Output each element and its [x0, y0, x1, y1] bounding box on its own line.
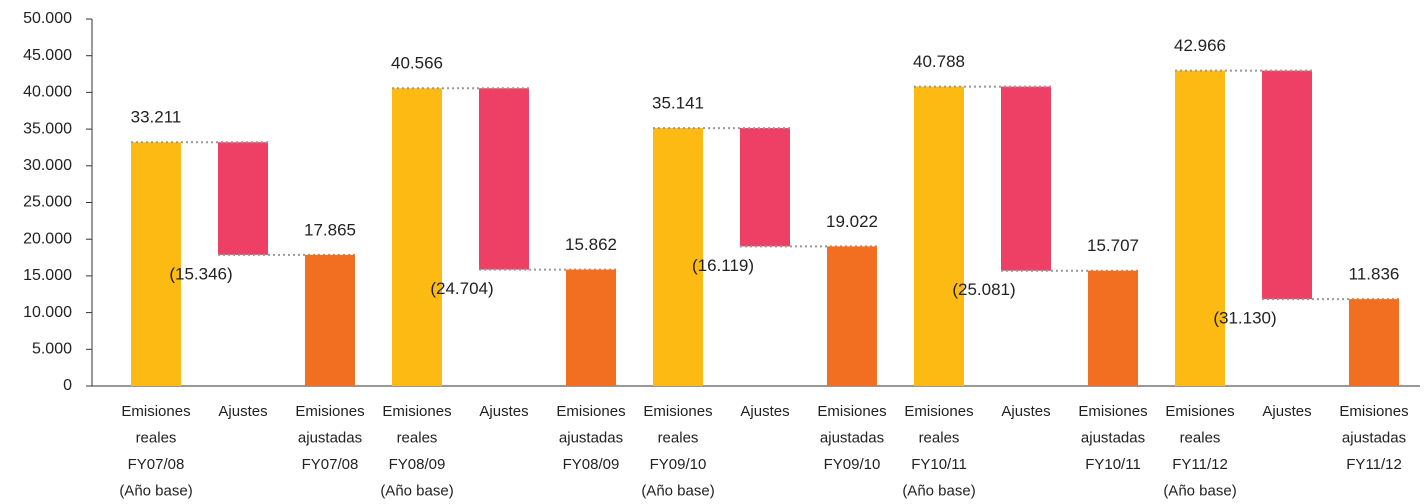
value-label: (15.346) [169, 264, 232, 283]
x-tick-label: FY08/09 [563, 456, 620, 473]
bar [566, 269, 616, 386]
x-tick-label: Emisiones [295, 403, 364, 420]
value-label: 17.865 [304, 220, 356, 239]
x-tick-label: (Año base) [902, 482, 975, 499]
x-tick-label: reales [1180, 429, 1221, 446]
x-tick-label: FY11/12 [1346, 456, 1402, 473]
y-tick-label: 10.000 [23, 304, 72, 321]
value-label: (25.081) [952, 280, 1015, 299]
x-tick-label: FY07/08 [302, 456, 359, 473]
x-tick-label: Emisiones [1078, 403, 1147, 420]
x-tick-label: ajustadas [298, 429, 362, 446]
x-tick-label: Ajustes [1001, 403, 1050, 420]
value-label: 40.788 [913, 52, 965, 71]
y-tick-label: 20.000 [23, 230, 72, 247]
bar [1349, 299, 1399, 386]
x-tick-label: (Año base) [119, 482, 192, 499]
x-tick-label: ajustadas [1081, 429, 1145, 446]
y-tick-label: 15.000 [23, 267, 72, 284]
value-label: 42.966 [1174, 36, 1226, 55]
x-tick-label: Emisiones [643, 403, 712, 420]
x-tick-label: FY09/10 [650, 456, 707, 473]
value-label: 15.707 [1087, 236, 1139, 255]
x-tick-label: FY10/11 [1085, 456, 1141, 473]
bar [479, 88, 529, 270]
x-tick-label: (Año base) [380, 482, 453, 499]
y-tick-label: 35.000 [23, 120, 72, 137]
y-tick-label: 40.000 [23, 84, 72, 101]
bar [740, 128, 790, 247]
value-label: (24.704) [430, 279, 493, 298]
x-tick-label: ajustadas [820, 429, 884, 446]
value-label: 35.141 [652, 94, 704, 113]
x-tick-label: FY11/12 [1172, 456, 1228, 473]
y-tick-label: 50.000 [23, 10, 72, 27]
x-tick-label: FY10/11 [911, 456, 967, 473]
x-tick-label: Emisiones [1339, 403, 1408, 420]
x-tick-label: reales [397, 429, 438, 446]
bar [1088, 270, 1138, 386]
x-tick-label: FY07/08 [128, 456, 185, 473]
x-tick-label: Ajustes [740, 403, 789, 420]
value-label: 19.022 [826, 212, 878, 231]
y-tick-label: 25.000 [23, 194, 72, 211]
x-tick-label: Emisiones [556, 403, 625, 420]
x-tick-label: Emisiones [1165, 403, 1234, 420]
value-label: 33.211 [131, 108, 182, 127]
x-tick-label: (Año base) [1163, 482, 1236, 499]
x-tick-label: Emisiones [817, 403, 886, 420]
y-tick-label: 0 [63, 377, 72, 394]
x-tick-label: Emisiones [121, 403, 190, 420]
value-label: 11.836 [1349, 265, 1400, 284]
bar [305, 254, 355, 386]
bar [1262, 70, 1312, 300]
bar [827, 246, 877, 386]
x-tick-label: FY09/10 [824, 456, 881, 473]
x-tick-label: reales [136, 429, 177, 446]
x-tick-label: FY08/09 [389, 456, 446, 473]
value-label: 40.566 [391, 54, 443, 73]
x-tick-label: Ajustes [218, 403, 267, 420]
bar [914, 86, 964, 386]
y-tick-label: 45.000 [23, 47, 72, 64]
value-label: (31.130) [1213, 309, 1276, 328]
y-tick-label: 5.000 [32, 341, 72, 358]
x-tick-label: ajustadas [1342, 429, 1406, 446]
bar [1175, 70, 1225, 386]
value-label: 15.862 [565, 235, 617, 254]
bar [653, 128, 703, 386]
bar [218, 142, 268, 255]
x-tick-label: Emisiones [382, 403, 451, 420]
x-tick-label: reales [658, 429, 699, 446]
bar [131, 142, 181, 386]
value-label: (16.119) [692, 256, 754, 275]
bar [1001, 86, 1051, 271]
bar [392, 88, 442, 387]
x-tick-label: ajustadas [559, 429, 623, 446]
x-tick-label: reales [919, 429, 960, 446]
x-tick-label: Ajustes [479, 403, 528, 420]
x-tick-label: (Año base) [641, 482, 714, 499]
x-tick-label: Emisiones [904, 403, 973, 420]
x-tick-label: Ajustes [1262, 403, 1311, 420]
y-tick-label: 30.000 [23, 157, 72, 174]
